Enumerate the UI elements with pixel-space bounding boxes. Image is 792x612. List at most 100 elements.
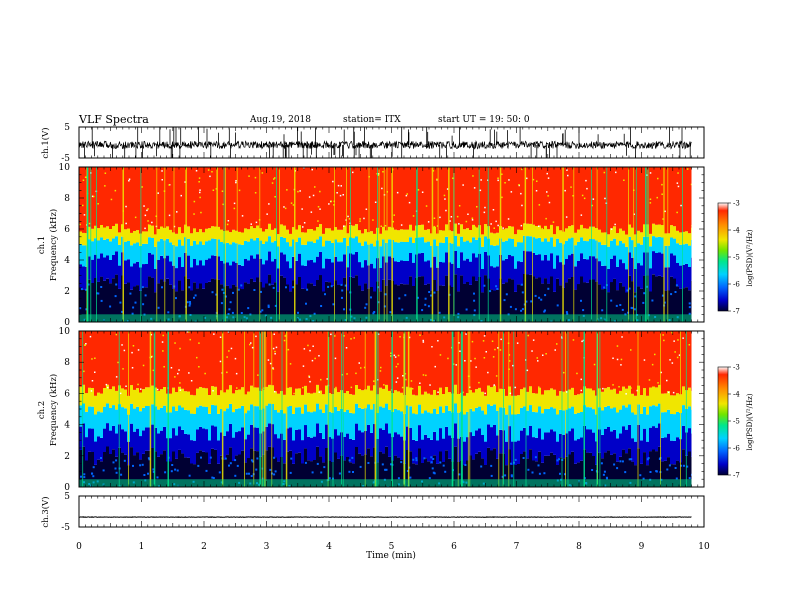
spectrogram-band-cell	[259, 240, 262, 259]
spectrogram-band-cell	[103, 428, 106, 452]
spectrogram-band-cell	[631, 257, 634, 282]
spectrogram-band-cell	[109, 241, 112, 260]
spectrogram-band-cell	[547, 331, 550, 391]
spectrogram-band-cell	[355, 403, 358, 424]
spectrogram-speckle	[353, 337, 355, 339]
spectrogram-band-cell	[502, 241, 505, 261]
spectrogram-band-cell	[79, 287, 82, 322]
spectrogram-band-cell	[538, 387, 541, 407]
spectrogram-speckle	[290, 202, 293, 204]
spectrogram-band-cell	[334, 167, 337, 228]
spectrogram-band-cell	[421, 276, 424, 322]
frequency-tick-label: 4	[64, 256, 70, 266]
spectrogram-speckle	[105, 383, 108, 386]
spectrogram-streak	[599, 331, 601, 487]
spectrogram-band-cell	[640, 331, 643, 396]
spectrogram-band-cell	[466, 393, 469, 412]
spectrogram-band-cell	[433, 390, 436, 409]
spectrogram-speckle	[221, 190, 224, 192]
station-label: station= ITX	[343, 115, 401, 125]
spectrogram-speckle	[226, 356, 228, 358]
spectrogram-speckle	[458, 223, 460, 225]
spectrogram-speckle	[592, 198, 595, 200]
spectrogram-band-cell	[112, 238, 115, 255]
spectrogram-band-cell	[379, 428, 382, 452]
spectrogram-speckle	[184, 181, 186, 183]
spectrogram-speckle	[147, 220, 149, 222]
spectrogram-band-cell	[151, 385, 154, 405]
spectrogram-band-cell	[505, 167, 508, 229]
spectrogram-speckle	[437, 391, 439, 393]
spectrogram-band-cell	[469, 261, 472, 285]
spectrogram-band-cell	[178, 167, 181, 228]
spectrogram-band-cell	[133, 243, 136, 264]
spectrogram-band-cell	[688, 245, 691, 267]
spectrogram-band-cell	[454, 446, 457, 487]
spectrogram-speckle	[79, 223, 81, 226]
spectrogram-band-cell	[397, 434, 400, 458]
spectrogram-band-cell	[598, 167, 601, 230]
spectrogram-speckle	[314, 186, 316, 188]
spectrogram-speckle	[255, 221, 258, 224]
spectrogram-band-cell	[418, 237, 421, 254]
spectrogram-speckle	[412, 458, 415, 461]
spectrogram-speckle	[273, 333, 275, 335]
spectrogram-speckle	[671, 362, 674, 364]
spectrogram-band-cell	[217, 256, 220, 280]
spectrogram-band-cell	[352, 225, 355, 239]
spectrogram-band-cell	[241, 244, 244, 266]
spectrogram-band-cell	[271, 424, 274, 448]
spectrogram-band-cell	[463, 331, 466, 396]
spectrogram-band-cell	[370, 231, 373, 244]
spectrogram-band-cell	[583, 258, 586, 283]
spectrogram-band-cell	[475, 407, 478, 431]
spectrogram-speckle	[428, 291, 431, 293]
spectrogram-band-cell	[343, 277, 346, 322]
time-tick-label: 9	[639, 542, 645, 552]
spectrogram-band-cell	[268, 167, 271, 224]
spectrogram-band-cell	[163, 405, 166, 427]
spectrogram-band-cell	[217, 167, 220, 227]
spectrogram-band-cell	[232, 284, 235, 322]
spectrogram-band-cell	[244, 240, 247, 259]
spectrogram-band-cell	[130, 331, 133, 386]
spectrogram-band-cell	[160, 389, 163, 408]
spectrogram-band-cell	[244, 282, 247, 322]
spectrogram-speckle	[471, 219, 474, 221]
spectrogram-band-cell	[628, 275, 631, 322]
spectrogram-band-cell	[136, 285, 139, 322]
colorbar-tick-label: -7	[733, 308, 740, 316]
spectrogram-streak	[244, 331, 245, 487]
spectrogram-band-cell	[301, 232, 304, 245]
spectrogram-speckle	[240, 284, 243, 287]
spectrogram-band-cell	[256, 387, 259, 407]
spectrogram-speckle	[505, 293, 508, 296]
spectrogram-band-cell	[346, 331, 349, 391]
spectrogram-band-cell	[493, 448, 496, 487]
spectrogram-band-cell	[388, 409, 391, 434]
spectrogram-band-cell	[268, 223, 271, 237]
spectrogram-band-cell	[79, 450, 82, 487]
spectrogram-band-cell	[484, 331, 487, 396]
spectrogram-band-cell	[523, 167, 526, 224]
spectrogram-speckle	[102, 469, 105, 472]
spectrogram-band-cell	[643, 224, 646, 237]
spectrogram-band-cell	[355, 385, 358, 404]
spectrogram-band-cell	[358, 167, 361, 231]
spectrogram-band-cell	[538, 277, 541, 322]
spectrogram-band-cell	[325, 404, 328, 425]
spectrogram-band-cell	[436, 331, 439, 396]
spectrogram-band-cell	[295, 241, 298, 261]
spectrogram-band-cell	[226, 242, 229, 263]
spectrogram-band-cell	[565, 456, 568, 487]
spectrogram-band-cell	[301, 167, 304, 233]
spectrogram-band-cell	[367, 331, 370, 386]
spectrogram-band-cell	[334, 388, 337, 407]
spectrogram-band-cell	[493, 233, 496, 246]
spectrogram-speckle	[473, 299, 476, 302]
spectrogram-speckle	[674, 351, 676, 353]
spectrogram-band-cell	[181, 290, 184, 322]
spectrogram-speckle	[654, 353, 656, 356]
spectrogram-band-cell	[205, 228, 208, 242]
